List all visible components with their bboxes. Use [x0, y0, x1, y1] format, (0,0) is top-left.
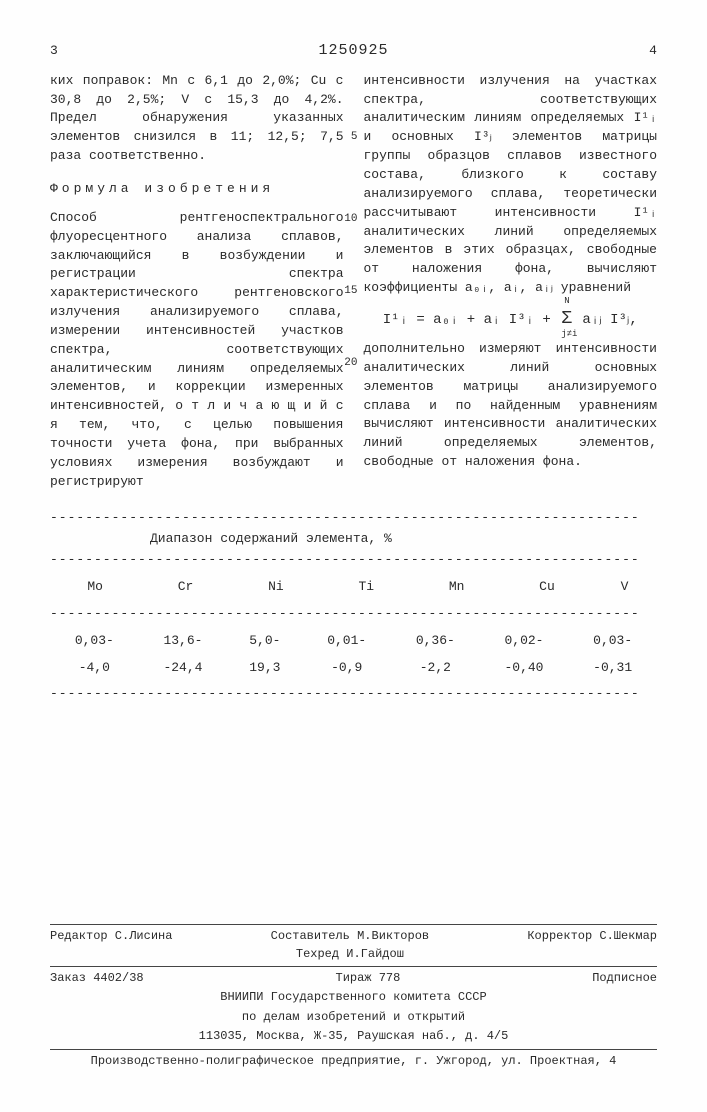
footer-credits-row: Редактор С.Лисина Составитель М.Викторов…	[50, 928, 657, 963]
cell: 0,36-	[391, 628, 480, 655]
page-number-left: 3	[50, 42, 58, 61]
sum-upper: N	[564, 295, 569, 308]
table-row: 0,03- 13,6- 5,0- 0,01- 0,36- 0,02- 0,03-	[50, 628, 657, 655]
element-range-values: 0,03- 13,6- 5,0- 0,01- 0,36- 0,02- 0,03-…	[50, 628, 657, 682]
printer-line: Производственно-полиграфическое предприя…	[50, 1053, 657, 1070]
cell: 0,03-	[50, 628, 139, 655]
cell: 13,6-	[139, 628, 228, 655]
page-number-right: 4	[649, 42, 657, 61]
line-marker-5: 5	[351, 130, 358, 146]
left-paragraph-2: Способ рентгеноспектрального флуоресцент…	[50, 209, 344, 492]
document-number: 1250925	[318, 40, 388, 62]
cell: 0,02-	[480, 628, 569, 655]
footer-rule	[50, 1049, 657, 1050]
cell: 0,01-	[302, 628, 391, 655]
data-table-section: ----------------------------------------…	[50, 509, 657, 704]
formula-rhs: aᵢⱼ I³ⱼ,	[574, 312, 638, 328]
cell: 5,0-	[227, 628, 302, 655]
dash-rule: ----------------------------------------…	[50, 551, 657, 570]
right-paragraph-2: дополнительно измеряют интенсивности ана…	[364, 340, 658, 472]
page-header: 3 1250925 4	[50, 40, 657, 62]
table-row: -4,0 -24,4 19,3 -0,9 -2,2 -0,40 -0,31	[50, 655, 657, 682]
sum-sigma: Σ	[561, 309, 572, 329]
left-paragraph-1: ких поправок: Mn с 6,1 до 2,0%; Cu с 30,…	[50, 72, 344, 166]
dash-rule: ----------------------------------------…	[50, 509, 657, 528]
techred-credit: Техред И.Гайдош	[296, 947, 404, 961]
compiler-credit: Составитель М.Викторов	[271, 929, 429, 943]
table-header-row: Mo Cr Ni Ti Mn Cu V	[50, 574, 657, 601]
corrector-credit: Корректор С.Шекмар	[527, 928, 657, 963]
dash-rule: ----------------------------------------…	[50, 605, 657, 624]
col-cr: Cr	[140, 574, 230, 601]
cell: -0,40	[480, 655, 569, 682]
table-caption: Диапазон содержаний элемента, %	[50, 530, 657, 549]
left-column: ких поправок: Mn с 6,1 до 2,0%; Cu с 30,…	[50, 72, 344, 492]
right-paragraph-1: интенсивности излучения на участках спек…	[364, 72, 658, 298]
col-ni: Ni	[231, 574, 321, 601]
imprint-footer: Редактор С.Лисина Составитель М.Викторов…	[50, 924, 657, 1070]
cell: -2,2	[391, 655, 480, 682]
line-marker-15: 15	[344, 284, 357, 300]
formula-lhs: I¹ᵢ = a₀ᵢ + aᵢ I³ᵢ +	[383, 312, 559, 328]
equation: I¹ᵢ = a₀ᵢ + aᵢ I³ᵢ + NΣj≠i aᵢⱼ I³ⱼ,	[364, 306, 658, 332]
podpisnoe: Подписное	[592, 970, 657, 987]
cell: 0,03-	[568, 628, 657, 655]
sum-lower: j≠i	[561, 328, 577, 341]
col-v: V	[592, 574, 657, 601]
dash-rule: ----------------------------------------…	[50, 685, 657, 704]
col-mn: Mn	[411, 574, 501, 601]
right-column: интенсивности излучения на участках спек…	[364, 72, 658, 492]
col-mo: Mo	[50, 574, 140, 601]
cell: -24,4	[139, 655, 228, 682]
footer-order-row: Заказ 4402/38 Тираж 778 Подписное	[50, 970, 657, 987]
line-marker-20: 20	[344, 356, 357, 372]
col-ti: Ti	[321, 574, 411, 601]
org-line-1: ВНИИПИ Государственного комитета СССР	[50, 989, 657, 1006]
two-column-body: ких поправок: Mn с 6,1 до 2,0%; Cu с 30,…	[50, 72, 657, 492]
footer-rule	[50, 924, 657, 925]
line-marker-10: 10	[344, 212, 357, 228]
element-range-table: Mo Cr Ni Ti Mn Cu V	[50, 574, 657, 601]
cell: -0,9	[302, 655, 391, 682]
tirazh: Тираж 778	[336, 970, 401, 987]
order-number: Заказ 4402/38	[50, 970, 144, 987]
cell: 19,3	[227, 655, 302, 682]
cell: -4,0	[50, 655, 139, 682]
col-cu: Cu	[502, 574, 592, 601]
footer-rule	[50, 966, 657, 967]
editor-credit: Редактор С.Лисина	[50, 928, 172, 963]
cell: -0,31	[568, 655, 657, 682]
org-line-2: по делам изобретений и открытий	[50, 1009, 657, 1026]
claim-heading: Формула изобретения	[50, 180, 344, 199]
org-address: 113035, Москва, Ж-35, Раушская наб., д. …	[50, 1028, 657, 1045]
